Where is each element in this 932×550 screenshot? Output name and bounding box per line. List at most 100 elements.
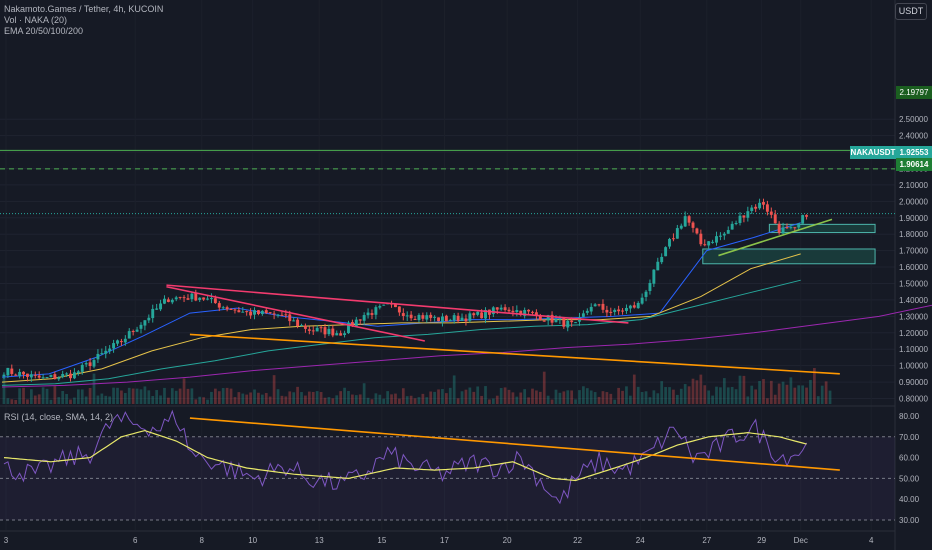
- volume-bar: [351, 394, 354, 404]
- candle-body: [452, 315, 456, 321]
- candle-body: [491, 307, 495, 315]
- candle-body: [233, 309, 237, 311]
- pink-trendline: [166, 285, 425, 342]
- volume-bar: [813, 368, 816, 404]
- candle-body: [480, 312, 484, 319]
- volume-bar: [413, 398, 417, 404]
- volume-bar: [762, 379, 765, 404]
- volume-bar: [456, 398, 460, 404]
- volume-bar: [292, 392, 296, 404]
- volume-bar: [37, 394, 41, 404]
- candle-body: [628, 305, 632, 309]
- candle-body: [327, 328, 331, 335]
- candle-body: [143, 320, 147, 326]
- rsi-orange-trendline: [189, 417, 840, 471]
- candle-body: [350, 322, 354, 327]
- volume-bar: [746, 396, 750, 404]
- rsi-tick-label: 60.00: [899, 454, 920, 463]
- candle-body: [656, 261, 660, 271]
- volume-bar: [550, 399, 554, 404]
- volume-bar: [49, 399, 53, 404]
- candle-body: [715, 236, 718, 243]
- candle-body: [581, 313, 585, 317]
- candle-body: [72, 372, 76, 379]
- volume-bar: [707, 390, 711, 404]
- candle-body: [777, 223, 781, 233]
- candle-body: [527, 309, 531, 312]
- volume-bar: [703, 385, 707, 404]
- pink-trendline: [166, 284, 629, 324]
- volume-bar: [421, 393, 425, 404]
- volume-bar: [640, 392, 644, 404]
- candle-body: [135, 329, 139, 332]
- volume-bar: [542, 371, 546, 404]
- candle-body: [22, 371, 25, 375]
- candle-body: [750, 207, 754, 212]
- volume-bar: [401, 388, 405, 404]
- candle-body: [194, 292, 198, 301]
- candle-body: [675, 228, 679, 239]
- candle-body: [640, 297, 644, 304]
- volume-bar: [632, 374, 636, 404]
- candle-body: [182, 297, 186, 299]
- candle-body: [531, 311, 534, 313]
- volume-bar: [405, 396, 409, 404]
- volume-bar: [652, 390, 656, 404]
- volume-bar: [159, 395, 162, 404]
- candle-body: [621, 310, 624, 312]
- volume-bar: [276, 389, 280, 404]
- price-tick-label: 1.40000: [899, 296, 928, 305]
- candle-body: [448, 319, 452, 322]
- candle-body: [769, 211, 773, 215]
- candle-body: [186, 298, 190, 300]
- candle-body: [300, 325, 303, 327]
- volume-bar: [335, 395, 339, 404]
- price-tick-label: 1.90000: [899, 214, 928, 223]
- candle-body: [484, 309, 487, 319]
- rsi-tick-label: 80.00: [899, 412, 920, 421]
- volume-bar: [225, 387, 229, 404]
- candle-body: [96, 353, 100, 360]
- volume-bar: [484, 386, 487, 404]
- candle-body: [116, 340, 119, 344]
- volume-bar: [448, 387, 452, 404]
- candle-body: [734, 223, 738, 225]
- volume-bar: [147, 390, 151, 404]
- volume-bar: [33, 395, 37, 404]
- volume-bar: [491, 398, 495, 404]
- candle-body: [307, 329, 311, 331]
- candle-body: [562, 317, 566, 327]
- volume-bar: [777, 383, 781, 404]
- candle-body: [742, 215, 746, 218]
- candle-body: [617, 309, 621, 312]
- volume-bar: [691, 378, 695, 404]
- volume-bar: [503, 387, 507, 404]
- volume-bar: [675, 394, 679, 404]
- candle-body: [687, 216, 691, 223]
- currency-button[interactable]: USDT: [895, 3, 927, 20]
- legend-block: Nakamoto.Games / Tether, 4h, KUCOIN Vol …: [4, 4, 163, 37]
- volume-bar: [45, 388, 49, 404]
- volume-bar: [437, 389, 440, 404]
- volume-bar: [507, 389, 511, 404]
- candle-body: [225, 307, 229, 310]
- volume-bar: [769, 380, 773, 404]
- volume-bar: [409, 395, 413, 404]
- candle-body: [41, 377, 45, 379]
- volume-bar: [378, 394, 382, 404]
- volume-bar: [190, 388, 194, 404]
- volume-bar: [726, 387, 730, 404]
- candle-body: [6, 367, 10, 376]
- volume-bar: [495, 395, 499, 404]
- candle-body: [221, 307, 225, 309]
- trendlines[interactable]: [166, 218, 840, 375]
- candle-body: [37, 375, 41, 378]
- candle-body: [781, 227, 785, 234]
- volume-bar: [805, 387, 808, 404]
- time-tick-label: 24: [636, 536, 645, 545]
- volume-bar: [84, 396, 88, 404]
- candle-body: [550, 314, 554, 323]
- candle-body: [159, 303, 163, 310]
- candle-body: [444, 315, 448, 322]
